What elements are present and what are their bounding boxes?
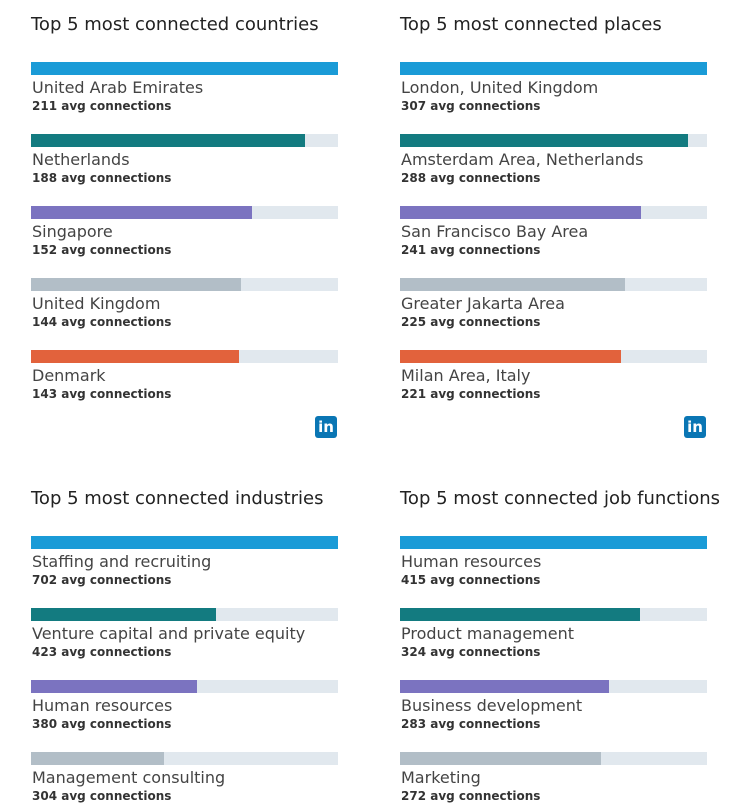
category-label: Management consulting bbox=[32, 768, 226, 787]
bar bbox=[31, 536, 338, 549]
bar-track bbox=[31, 350, 338, 363]
chart-title: Top 5 most connected industries bbox=[31, 488, 324, 509]
category-label: London, United Kingdom bbox=[401, 78, 599, 97]
category-label: Business development bbox=[401, 696, 583, 715]
value-label: 272 avg connections bbox=[401, 789, 541, 803]
bar-track bbox=[31, 608, 338, 621]
value-label: 152 avg connections bbox=[32, 243, 172, 257]
category-label: Product management bbox=[401, 624, 575, 643]
bar-track bbox=[31, 536, 338, 549]
category-label: Venture capital and private equity bbox=[32, 624, 306, 643]
category-label: Netherlands bbox=[32, 150, 130, 169]
value-label: 225 avg connections bbox=[401, 315, 541, 329]
value-label: 241 avg connections bbox=[401, 243, 541, 257]
value-label: 211 avg connections bbox=[32, 99, 172, 113]
linkedin-logo: in bbox=[684, 416, 706, 438]
chart-panel: Top 5 most connected job functions Human … bbox=[400, 488, 720, 808]
chart-panel: Top 5 most connected places London, Unite… bbox=[400, 14, 707, 401]
bar bbox=[31, 62, 338, 75]
category-label: Human resources bbox=[32, 696, 173, 715]
bar-track bbox=[31, 680, 338, 693]
value-label: 143 avg connections bbox=[32, 387, 172, 401]
bar bbox=[31, 206, 253, 219]
bar-track bbox=[31, 278, 338, 291]
bar bbox=[400, 536, 707, 549]
value-label: 144 avg connections bbox=[32, 315, 172, 329]
value-label: 307 avg connections bbox=[401, 99, 541, 113]
category-label: Staffing and recruiting bbox=[32, 552, 212, 571]
chart-title: Top 5 most connected job functions bbox=[400, 488, 721, 509]
chart-title: Top 5 most connected places bbox=[400, 14, 662, 35]
bar bbox=[400, 680, 610, 693]
bar bbox=[400, 350, 621, 363]
bar bbox=[31, 752, 164, 765]
bar bbox=[400, 752, 602, 765]
category-label: Human resources bbox=[401, 552, 542, 571]
bar-track bbox=[31, 752, 338, 765]
value-label: 380 avg connections bbox=[32, 717, 172, 731]
bar bbox=[31, 350, 240, 363]
bar-track bbox=[400, 278, 707, 291]
bar bbox=[400, 608, 640, 621]
value-label: 324 avg connections bbox=[401, 645, 541, 659]
category-label: Denmark bbox=[32, 366, 106, 385]
bar-track bbox=[400, 134, 707, 147]
value-label: 423 avg connections bbox=[32, 645, 172, 659]
bar-track bbox=[400, 350, 707, 363]
bar-track bbox=[31, 206, 338, 219]
category-label: San Francisco Bay Area bbox=[401, 222, 589, 241]
bar-track bbox=[400, 62, 707, 75]
bar-track bbox=[31, 134, 338, 147]
value-label: 702 avg connections bbox=[32, 573, 172, 587]
value-label: 188 avg connections bbox=[32, 171, 172, 185]
bar bbox=[400, 206, 641, 219]
bar bbox=[31, 608, 216, 621]
category-label: Singapore bbox=[32, 222, 113, 241]
bar bbox=[31, 134, 305, 147]
chart-panel: Top 5 most connected countries United Ara… bbox=[31, 14, 338, 401]
chart-panel: Top 5 most connected industries Staffing … bbox=[31, 488, 338, 808]
bar bbox=[400, 278, 625, 291]
chart-title: Top 5 most connected countries bbox=[31, 14, 319, 35]
bar bbox=[31, 278, 241, 291]
value-label: 288 avg connections bbox=[401, 171, 541, 185]
value-label: 415 avg connections bbox=[401, 573, 541, 587]
category-label: Greater Jakarta Area bbox=[401, 294, 565, 313]
bar bbox=[31, 680, 198, 693]
value-label: 221 avg connections bbox=[401, 387, 541, 401]
category-label: Amsterdam Area, Netherlands bbox=[401, 150, 644, 169]
category-label: United Arab Emirates bbox=[32, 78, 204, 97]
bar-track bbox=[31, 62, 338, 75]
linkedin-logo: in bbox=[315, 416, 337, 438]
bar bbox=[400, 134, 688, 147]
bar-track bbox=[400, 206, 707, 219]
bar-track bbox=[400, 680, 707, 693]
value-label: 283 avg connections bbox=[401, 717, 541, 731]
category-label: Milan Area, Italy bbox=[401, 366, 531, 385]
bar-track bbox=[400, 608, 707, 621]
category-label: Marketing bbox=[401, 768, 481, 787]
bar-track bbox=[400, 752, 707, 765]
value-label: 304 avg connections bbox=[32, 789, 172, 803]
bar-track bbox=[400, 536, 707, 549]
bar bbox=[400, 62, 707, 75]
category-label: United Kingdom bbox=[32, 294, 161, 313]
